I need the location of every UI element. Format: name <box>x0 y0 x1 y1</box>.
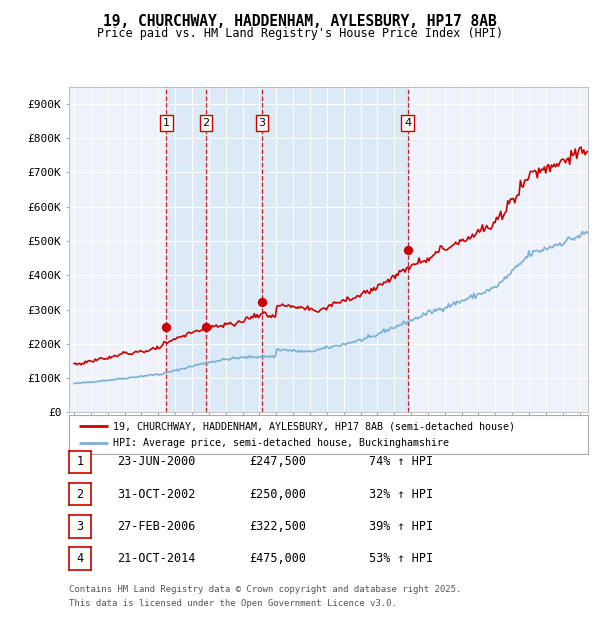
Text: 2: 2 <box>202 118 209 128</box>
Text: 19, CHURCHWAY, HADDENHAM, AYLESBURY, HP17 8AB (semi-detached house): 19, CHURCHWAY, HADDENHAM, AYLESBURY, HP1… <box>113 421 515 431</box>
Text: 27-FEB-2006: 27-FEB-2006 <box>117 520 196 533</box>
Text: Contains HM Land Registry data © Crown copyright and database right 2025.: Contains HM Land Registry data © Crown c… <box>69 585 461 594</box>
Point <box>257 297 267 307</box>
Text: 32% ↑ HPI: 32% ↑ HPI <box>369 488 433 500</box>
Text: 39% ↑ HPI: 39% ↑ HPI <box>369 520 433 533</box>
Text: £475,000: £475,000 <box>249 552 306 565</box>
Point <box>161 322 171 332</box>
Text: 53% ↑ HPI: 53% ↑ HPI <box>369 552 433 565</box>
Text: This data is licensed under the Open Government Licence v3.0.: This data is licensed under the Open Gov… <box>69 598 397 608</box>
Text: 3: 3 <box>76 520 83 533</box>
Text: 23-JUN-2000: 23-JUN-2000 <box>117 456 196 468</box>
Text: 3: 3 <box>259 118 266 128</box>
Text: Price paid vs. HM Land Registry's House Price Index (HPI): Price paid vs. HM Land Registry's House … <box>97 27 503 40</box>
Text: 1: 1 <box>76 456 83 468</box>
Text: £250,000: £250,000 <box>249 488 306 500</box>
Text: 2: 2 <box>76 488 83 500</box>
Point <box>403 244 412 254</box>
Point <box>201 322 211 332</box>
Text: 21-OCT-2014: 21-OCT-2014 <box>117 552 196 565</box>
Text: 31-OCT-2002: 31-OCT-2002 <box>117 488 196 500</box>
Text: 4: 4 <box>404 118 411 128</box>
Text: 19, CHURCHWAY, HADDENHAM, AYLESBURY, HP17 8AB: 19, CHURCHWAY, HADDENHAM, AYLESBURY, HP1… <box>103 14 497 29</box>
Text: £322,500: £322,500 <box>249 520 306 533</box>
Text: £247,500: £247,500 <box>249 456 306 468</box>
Bar <box>166 87 407 412</box>
Text: 1: 1 <box>163 118 170 128</box>
Text: 74% ↑ HPI: 74% ↑ HPI <box>369 456 433 468</box>
Text: 4: 4 <box>76 552 83 565</box>
Text: HPI: Average price, semi-detached house, Buckinghamshire: HPI: Average price, semi-detached house,… <box>113 438 449 448</box>
